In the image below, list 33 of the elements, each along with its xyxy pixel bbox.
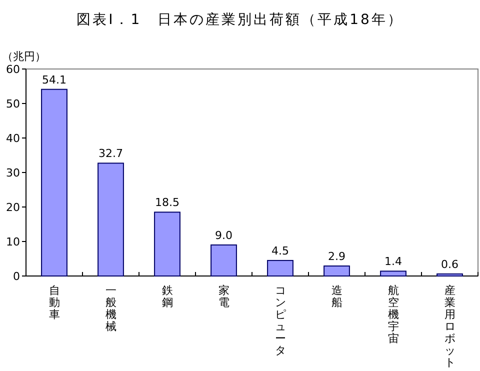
y-axis-title: （兆円） bbox=[2, 50, 46, 63]
data-label: 0.6 bbox=[441, 258, 458, 271]
y-tick-label: 20 bbox=[6, 201, 20, 214]
x-tick-label: 産業用ロボット bbox=[444, 284, 456, 369]
y-tick-label: 50 bbox=[6, 98, 20, 110]
bar bbox=[41, 88, 68, 276]
x-tick-label: 造船 bbox=[331, 284, 342, 309]
data-label: 54.1 bbox=[42, 73, 66, 86]
bar bbox=[210, 244, 237, 276]
y-tick-label: 30 bbox=[6, 166, 20, 180]
bar bbox=[154, 212, 180, 276]
x-tick-label: 航空機宇宙 bbox=[388, 284, 399, 345]
bar bbox=[267, 260, 294, 276]
y-tick-label: 0 bbox=[13, 270, 20, 283]
y-tick-label: 60 bbox=[6, 63, 20, 76]
data-label: 18.5 bbox=[155, 196, 180, 210]
x-tick-label: 鉄鋼 bbox=[162, 284, 173, 309]
bar bbox=[380, 270, 406, 276]
data-label: 32.7 bbox=[98, 147, 123, 160]
bar bbox=[98, 162, 124, 276]
data-label: 9.0 bbox=[215, 228, 232, 242]
x-tick-label: コンピュータ bbox=[274, 284, 286, 357]
x-tick-label: 一般機械 bbox=[105, 284, 116, 333]
data-label: 2.9 bbox=[328, 250, 346, 263]
y-tick-label: 10 bbox=[6, 236, 20, 248]
y-tick-label: 40 bbox=[6, 132, 20, 145]
x-tick-label: 家電 bbox=[218, 284, 230, 309]
data-label: 4.5 bbox=[272, 244, 289, 258]
bar bbox=[324, 265, 350, 276]
chart-title: 図表Ⅰ．1 日本の産業別出荷額（平成18年） bbox=[76, 12, 404, 28]
data-label: 1.4 bbox=[384, 255, 402, 268]
x-tick-label: 自動車 bbox=[48, 284, 60, 321]
bar bbox=[436, 273, 463, 276]
